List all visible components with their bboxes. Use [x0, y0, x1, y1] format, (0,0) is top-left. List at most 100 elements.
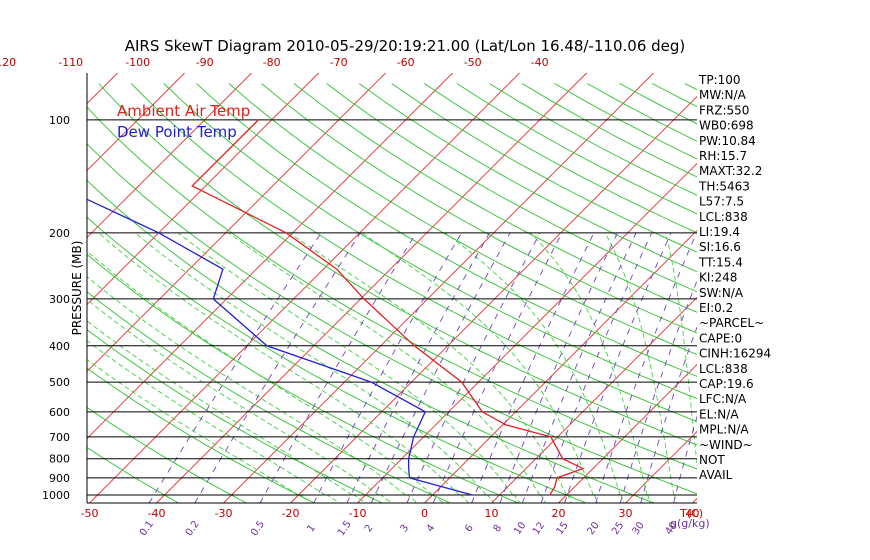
isotherm-line — [760, 73, 870, 503]
temp-axis-unit: T(C) — [679, 507, 703, 520]
legend-entry: Ambient Air Temp — [117, 102, 250, 120]
top-temp-tick-label: -60 — [397, 56, 415, 69]
top-temp-tick-label: -120 — [0, 56, 16, 69]
dry-adiabat-line — [87, 367, 315, 503]
index-entry: EI:0.2 — [699, 301, 733, 315]
y-axis-label: PRESSURE (MB) — [70, 241, 84, 336]
mixing-ratio-line — [564, 232, 672, 503]
top-temp-tick-label: -70 — [330, 56, 348, 69]
dry-adiabat-line — [87, 329, 383, 503]
mixing-ratio-label: 1.5 — [336, 519, 354, 538]
moist-adiabat-line — [87, 340, 326, 496]
mixing-ratio-label: 0.1 — [138, 519, 156, 538]
moist-adiabat-line — [432, 494, 444, 503]
bottom-temp-tick-label: 10 — [485, 507, 499, 520]
bottom-temp-tick-label: -50 — [81, 507, 99, 520]
bottom-temp-tick-label: 40 — [686, 507, 700, 520]
dewpoint-profile-line — [87, 198, 473, 496]
mixing-ratio-label: 8 — [492, 523, 505, 535]
top-temp-tick-label: -50 — [464, 56, 482, 69]
mixing-ratio-line — [370, 232, 511, 503]
index-entry: CAP:19.6 — [699, 377, 754, 391]
moist-adiabat-line — [566, 494, 572, 503]
mixing-ratio-labels: 0.1 0.2 0.5 1 1.5 2 3 4 6 8 10 12 15 20 25 30 40 — [138, 519, 680, 538]
index-entry: AVAIL — [699, 468, 733, 482]
dry-adiabat-line — [87, 143, 697, 495]
bottom-temp-tick-label: -40 — [148, 507, 166, 520]
mixing-ratio-label: 10 — [512, 520, 528, 537]
moist-adiabat-line — [98, 232, 460, 496]
moist-adiabat-line — [405, 494, 418, 503]
pressure-tick-label: 300 — [49, 293, 70, 306]
mixing-ratio-line — [346, 232, 490, 503]
isotherm-line — [558, 363, 697, 503]
dry-adiabat-line — [391, 83, 697, 253]
chart-title: AIRS SkewT Diagram 2010-05-29/20:19:21.0… — [125, 37, 686, 55]
mixing-ratio-line — [540, 232, 653, 503]
top-temp-tick-label: -80 — [263, 56, 281, 69]
index-entry: KI:248 — [699, 271, 737, 285]
moist-adiabat-line — [512, 494, 521, 503]
mixing-ratio-line — [194, 232, 361, 503]
isobars — [87, 119, 697, 496]
bottom-temp-tick-label: -20 — [282, 507, 300, 520]
top-temp-tick-labels: -120 -110 -100 -90 -80 -70 -60 -50 -40 — [0, 56, 549, 69]
moist-adiabat-line — [459, 494, 469, 503]
moist-adiabat-line — [87, 358, 299, 496]
bottom-temp-tick-label: 30 — [619, 507, 633, 520]
bottom-temp-tick-label: -10 — [349, 507, 367, 520]
isotherm-line — [357, 162, 697, 503]
dry-adiabat-line — [261, 83, 697, 334]
index-entry: SI:16.6 — [699, 240, 741, 254]
isotherm-line — [0, 73, 51, 503]
dry-adiabat-line — [358, 83, 697, 273]
pressure-tick-label: 500 — [49, 376, 70, 389]
index-entry: FRZ:550 — [699, 103, 749, 117]
index-entry: ~WIND~ — [699, 438, 753, 452]
bottom-temp-tick-label: -30 — [215, 507, 233, 520]
isotherm-line — [87, 73, 319, 306]
pressure-tick-label: 600 — [49, 406, 70, 419]
index-entry: RH:15.7 — [699, 149, 747, 163]
bottom-temp-tick-label: 0 — [421, 507, 428, 520]
isotherm-line — [424, 229, 697, 503]
moist-adiabat-line — [529, 232, 648, 496]
pressure-tick-label: 100 — [49, 114, 70, 127]
top-temp-tick-label: -110 — [58, 56, 83, 69]
moist-adiabat-line — [701, 495, 703, 503]
moist-adiabat-line — [646, 494, 651, 503]
moist-adiabat-line — [665, 232, 697, 469]
dry-adiabat-line — [196, 83, 697, 377]
dry-adiabat-line — [98, 83, 697, 446]
dry-adiabat-line — [87, 216, 587, 503]
mixing-ratio-line — [259, 232, 417, 503]
legend: Ambient Air Temp Dew Point Temp — [117, 102, 250, 141]
index-entry: MAXT:32.2 — [699, 164, 762, 178]
dry-adiabat-line — [489, 83, 697, 196]
plot-area — [0, 73, 870, 503]
pressure-tick-label: 800 — [49, 453, 70, 466]
isotherm-line — [223, 73, 654, 503]
moist-adiabat-line — [325, 494, 340, 503]
moist-adiabat-line — [486, 494, 495, 503]
moist-adiabat-line — [378, 494, 392, 503]
mixing-ratio-label: 25 — [610, 520, 626, 537]
dry-adiabat-line — [326, 83, 697, 293]
legend-entry: Dew Point Temp — [117, 123, 237, 141]
index-entry: LFC:N/A — [699, 392, 747, 406]
mixing-ratio-line — [595, 232, 697, 503]
index-entry: SW:N/A — [699, 286, 744, 300]
pressure-tick-label: 1000 — [42, 489, 70, 502]
mixing-ratio-line — [471, 232, 595, 503]
dry-adiabat-line — [87, 291, 451, 503]
mixing-ratio-label: 3 — [399, 523, 412, 535]
index-entry: PW:10.84 — [699, 134, 756, 148]
top-temp-tick-label: -100 — [125, 56, 150, 69]
moist-adiabat-line — [288, 232, 567, 496]
index-entry: WB0:698 — [699, 119, 754, 133]
pressure-tick-label: 900 — [49, 472, 70, 485]
mixing-ratio-line — [619, 279, 697, 503]
dry-adiabat-line — [456, 83, 697, 215]
